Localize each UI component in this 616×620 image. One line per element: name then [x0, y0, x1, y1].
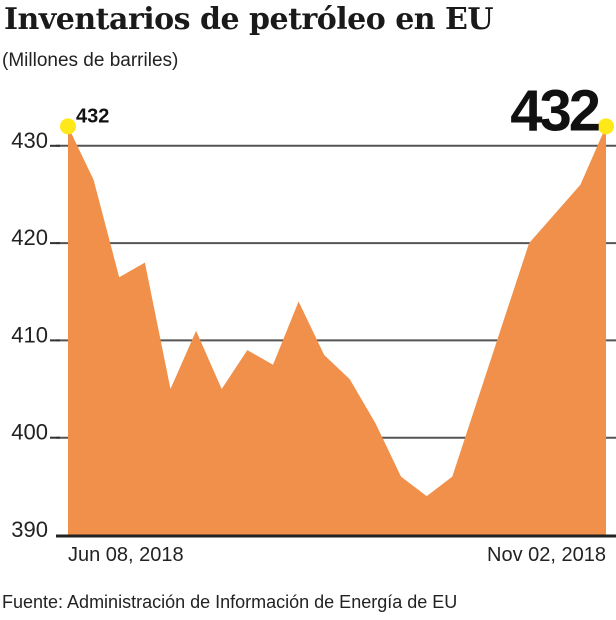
x-axis: Jun 08, 2018 Nov 02, 2018	[56, 534, 616, 566]
x-tick-label-end: Nov 02, 2018	[487, 544, 606, 566]
chart-title: Inventarios de petróleo en EU	[4, 2, 494, 37]
start-value-label: 432	[76, 105, 109, 127]
y-tick-label-410: 410	[11, 322, 48, 347]
area-chart: 390 400 410 420 430 Jun 08, 2018 Nov 02, 2018…	[11, 78, 616, 566]
y-tick-label-390: 390	[11, 517, 48, 542]
source-note: Fuente: Administración de Información de…	[2, 592, 458, 612]
chart-subtitle: (Millones de barriles)	[2, 50, 179, 71]
y-tick-label-420: 420	[11, 225, 48, 250]
area-series	[67, 126, 607, 536]
y-tick-label-430: 430	[11, 128, 48, 153]
area-fill	[68, 126, 606, 536]
start-marker	[60, 118, 76, 135]
labels: 432 432	[60, 78, 614, 143]
end-marker	[598, 118, 614, 135]
x-tick-label-start: Jun 08, 2018	[68, 544, 184, 566]
end-value-label: 432	[510, 78, 599, 143]
y-tick-label-400: 400	[11, 420, 48, 445]
